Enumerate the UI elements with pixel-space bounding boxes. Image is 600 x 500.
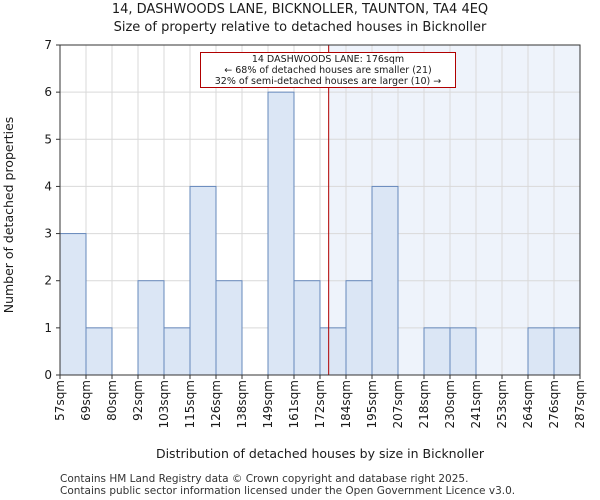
chart-title-line2: Size of property relative to detached ho… (113, 20, 487, 35)
x-axis-label: Distribution of detached houses by size … (156, 446, 485, 461)
annotation-line3: 32% of semi-detached houses are larger (… (214, 76, 442, 87)
axes (56, 44, 581, 379)
x-tick-label: 230sqm (443, 380, 457, 428)
annotation-line2: ← 68% of detached houses are smaller (21… (224, 65, 432, 76)
y-tick-label: 6 (44, 85, 52, 99)
y-tick-label: 3 (44, 227, 52, 241)
x-tick-label: 149sqm (261, 380, 275, 428)
x-tick-label: 241sqm (469, 380, 483, 428)
x-tick-label: 126sqm (209, 380, 223, 428)
x-tick-label: 184sqm (339, 380, 353, 428)
x-tick-label: 264sqm (521, 380, 535, 428)
bar-149sqm (267, 91, 295, 376)
bar-230sqm (449, 327, 477, 376)
x-tick-label: 80sqm (105, 380, 119, 421)
x-tick-label: 287sqm (573, 380, 587, 428)
y-axis-label: Number of detached properties (1, 117, 16, 314)
x-tick-label: 92sqm (131, 380, 145, 421)
y-tick-label: 4 (44, 179, 52, 193)
y-tick-labels: 0 1 2 3 4 5 6 7 (44, 38, 52, 382)
y-tick-label: 7 (44, 38, 52, 52)
x-tick-label: 172sqm (313, 380, 327, 428)
y-tick-label: 2 (44, 274, 52, 288)
bar-195sqm (371, 185, 399, 376)
property-annotation-box: 14 DASHWOODS LANE: 176sqm ← 68% of detac… (200, 52, 456, 88)
x-tick-label: 218sqm (417, 380, 431, 428)
annotation-line1: 14 DASHWOODS LANE: 176sqm (251, 54, 405, 65)
x-tick-label: 207sqm (391, 380, 405, 428)
x-tick-label: 195sqm (365, 380, 379, 428)
x-tick-label: 253sqm (495, 380, 509, 428)
x-tick-label: 69sqm (79, 380, 93, 421)
bar-184sqm (345, 280, 373, 376)
bar-92sqm (137, 280, 165, 376)
bar-264sqm (527, 327, 555, 376)
bar-161sqm (293, 280, 321, 376)
x-tick-label: 57sqm (53, 380, 67, 421)
y-tick-label: 1 (44, 321, 52, 335)
x-tick-label: 103sqm (157, 380, 171, 428)
bar-115sqm (189, 185, 217, 376)
x-tick-label: 276sqm (547, 380, 561, 428)
bars (59, 91, 581, 376)
x-tick-labels: 57sqm 69sqm 80sqm 92sqm 103sqm 115sqm 126sqm 13… (53, 380, 587, 428)
bar-172sqm (319, 327, 347, 376)
x-tick-label: 115sqm (183, 380, 197, 428)
bar-126sqm (215, 280, 243, 376)
footer-line2: Contains public sector information licen… (60, 485, 516, 497)
x-tick-label: 138sqm (235, 380, 249, 428)
y-tick-label: 5 (44, 132, 52, 146)
footer-line1: Contains HM Land Registry data © Crown c… (60, 473, 469, 485)
bar-218sqm (423, 327, 451, 376)
x-tick-label: 161sqm (287, 380, 301, 428)
bar-276sqm (553, 327, 581, 376)
bar-103sqm (163, 327, 191, 376)
bar-69sqm (85, 327, 113, 376)
bar-57sqm (59, 233, 87, 376)
chart-title-line1: 14, DASHWOODS LANE, BICKNOLLER, TAUNTON,… (111, 2, 489, 17)
y-tick-label: 0 (44, 368, 52, 382)
